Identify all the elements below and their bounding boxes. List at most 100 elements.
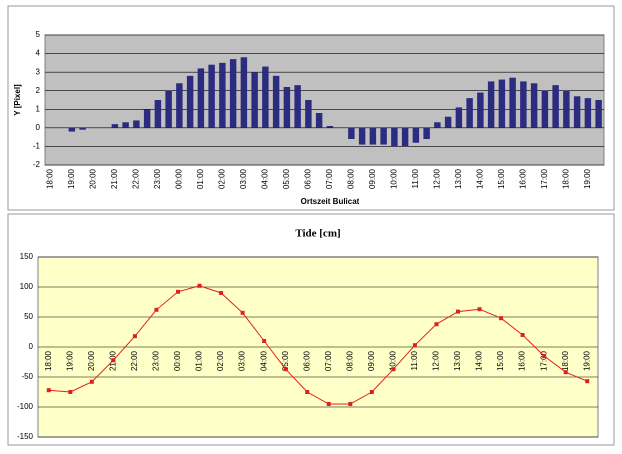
- x-tick-label: 08:00: [346, 168, 355, 189]
- bar: [68, 127, 76, 132]
- bar: [176, 83, 183, 128]
- x-tick-label: 11:00: [410, 350, 419, 370]
- bar: [401, 127, 409, 147]
- bar: [498, 79, 506, 128]
- x-tick-label: 07:00: [325, 168, 334, 189]
- point: [563, 370, 568, 375]
- point: [305, 390, 310, 394]
- bar: [358, 127, 366, 145]
- y-tick-label: 150: [20, 252, 34, 261]
- x-tick-label: 20:00: [88, 168, 97, 189]
- y-tick-label: 0: [36, 123, 41, 132]
- x-tick-label: 16:00: [518, 350, 527, 371]
- x-tick-label: 11:00: [411, 168, 420, 188]
- point: [68, 390, 73, 394]
- point: [154, 307, 159, 312]
- point: [434, 322, 439, 327]
- y-tick-label: -150: [17, 432, 34, 441]
- bar: [520, 81, 527, 128]
- x-tick-label: 06:00: [302, 350, 311, 371]
- x-tick-label: 12:00: [432, 350, 441, 371]
- x-tick-label: 18:00: [44, 350, 53, 371]
- x-tick-label: 02:00: [217, 168, 226, 189]
- bar: [240, 57, 248, 128]
- x-axis-label: Ortszeit Bulicat: [301, 197, 360, 206]
- bar: [369, 127, 377, 145]
- point: [111, 358, 116, 363]
- x-tick-label: 19:00: [67, 168, 76, 189]
- x-tick-label: 02:00: [216, 350, 225, 371]
- bar: [229, 59, 237, 128]
- point: [520, 333, 525, 337]
- x-tick-label: 19:00: [583, 168, 592, 189]
- bar: [412, 127, 420, 143]
- bar: [315, 113, 323, 128]
- point: [369, 390, 374, 394]
- x-tick-label: 13:00: [453, 350, 462, 371]
- bar: [197, 68, 205, 128]
- bar: [541, 90, 549, 128]
- x-tick-label: 09:00: [367, 350, 376, 371]
- bar: [219, 62, 226, 128]
- point: [542, 354, 547, 358]
- x-tick-label: 00:00: [174, 168, 183, 189]
- bar: [444, 116, 452, 128]
- x-tick-label: 03:00: [238, 350, 247, 371]
- y-tick-label: 2: [36, 86, 41, 95]
- y-tick-label: -100: [17, 402, 34, 411]
- chart-title: Tide [cm]: [295, 228, 340, 240]
- x-tick-label: 10:00: [389, 168, 398, 189]
- bar: [122, 122, 129, 128]
- bar: [584, 98, 592, 128]
- point: [391, 367, 396, 372]
- bar: [79, 127, 86, 130]
- y-tick-label: 5: [36, 30, 41, 39]
- bar: [380, 127, 387, 145]
- bar: [391, 127, 398, 147]
- x-tick-label: 05:00: [282, 168, 291, 189]
- x-tick-label: 18:00: [45, 168, 54, 189]
- x-tick-label: 14:00: [475, 168, 484, 189]
- x-tick-label: 23:00: [152, 350, 161, 371]
- bar: [434, 122, 441, 128]
- x-tick-label: 06:00: [303, 168, 312, 189]
- x-tick-label: 12:00: [432, 168, 441, 189]
- bar: [208, 64, 215, 128]
- point: [283, 367, 288, 372]
- x-tick-label: 15:00: [497, 168, 506, 189]
- bar: [477, 92, 484, 128]
- y-tick-label: -50: [21, 372, 33, 381]
- bar: [326, 126, 334, 128]
- point: [326, 402, 331, 406]
- bar: [133, 120, 140, 128]
- bar: [283, 87, 291, 128]
- x-tick-label: 05:00: [281, 350, 290, 371]
- point: [499, 316, 504, 321]
- point: [176, 289, 180, 294]
- x-tick-label: 23:00: [153, 168, 162, 189]
- x-tick-label: 17:00: [540, 168, 549, 189]
- x-tick-label: 15:00: [496, 350, 505, 371]
- bar: [563, 90, 570, 128]
- bar: [154, 100, 162, 128]
- point: [585, 379, 590, 384]
- x-tick-label: 21:00: [110, 168, 119, 189]
- x-tick-label: 20:00: [87, 350, 96, 371]
- bar: [251, 72, 258, 128]
- x-tick-label: 03:00: [239, 168, 248, 189]
- y-tick-label: 3: [36, 67, 41, 76]
- x-tick-label: 04:00: [259, 350, 268, 371]
- x-tick-label: 19:00: [65, 350, 74, 371]
- x-tick-label: 10:00: [388, 350, 397, 371]
- x-tick-label: 09:00: [368, 168, 377, 189]
- bar: [487, 81, 495, 128]
- point: [89, 379, 94, 384]
- point: [197, 283, 202, 288]
- x-tick-label: 19:00: [582, 350, 591, 371]
- bar: [509, 77, 516, 128]
- bar: [423, 127, 430, 139]
- y-tick-label: 4: [36, 49, 41, 58]
- point: [132, 334, 137, 339]
- bar: [466, 98, 473, 128]
